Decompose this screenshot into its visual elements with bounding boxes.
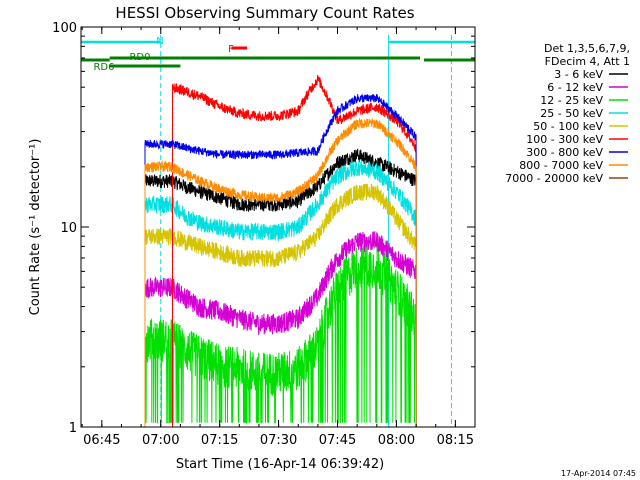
y-tick-label: 100 [52, 21, 77, 36]
series-line-2 [144, 245, 417, 427]
legend-label: 25 - 50 keV [540, 107, 603, 120]
legend-label: 800 - 7000 keV [519, 159, 603, 172]
x-tick-label: 07:30 [260, 433, 297, 448]
x-tick-label: 08:00 [378, 433, 415, 448]
legend-header: Det 1,3,5,6,7,9, [544, 42, 630, 55]
legend-label: 3 - 6 keV [554, 68, 603, 81]
legend-label: 300 - 800 keV [526, 146, 603, 159]
y-tick-label: 10 [60, 221, 77, 236]
plot-area [81, 35, 475, 427]
series-line-5 [172, 74, 417, 427]
y-axis-label: Count Rate (s⁻¹ detector⁻¹) [28, 139, 43, 316]
legend-label: 6 - 12 keV [547, 81, 603, 94]
chart-title: HESSI Observing Summary Count Rates [115, 4, 414, 22]
x-tick-label: 08:15 [437, 433, 474, 448]
legend-header: FDecim 4, Att 1 [545, 55, 630, 68]
x-tick-label: 07:00 [142, 433, 179, 448]
series-line-6 [144, 93, 417, 427]
legend-label: 100 - 300 keV [526, 133, 603, 146]
series-line-3 [144, 159, 417, 427]
annotation-label: F [228, 44, 234, 55]
series-line-1 [144, 231, 417, 427]
series-line-4 [144, 183, 417, 427]
annotation-label: RD0 [129, 52, 150, 63]
x-tick-label: 07:15 [201, 433, 238, 448]
x-tick-label: 06:45 [83, 433, 120, 448]
y-tick-label: 1 [69, 421, 77, 436]
footer-timestamp: 17-Apr-2014 07:45 [561, 469, 636, 478]
legend: Det 1,3,5,6,7,9,FDecim 4, Att 13 - 6 keV… [505, 42, 630, 185]
legend-label: 50 - 100 keV [533, 120, 603, 133]
annotation-label: RD6 [93, 62, 114, 73]
legend-label: 7000 - 20000 keV [505, 172, 603, 185]
x-axis-label: Start Time (16-Apr-14 06:39:42) [176, 457, 384, 472]
axes: N RD0 RD6 F 06:45 07:00 07:15 07:30 07:45 08:00 08… [52, 21, 476, 448]
x-tick-label: 07:45 [319, 433, 356, 448]
legend-label: 12 - 25 keV [540, 94, 603, 107]
series-line-7 [144, 118, 417, 427]
annotation-label: N [156, 36, 163, 47]
